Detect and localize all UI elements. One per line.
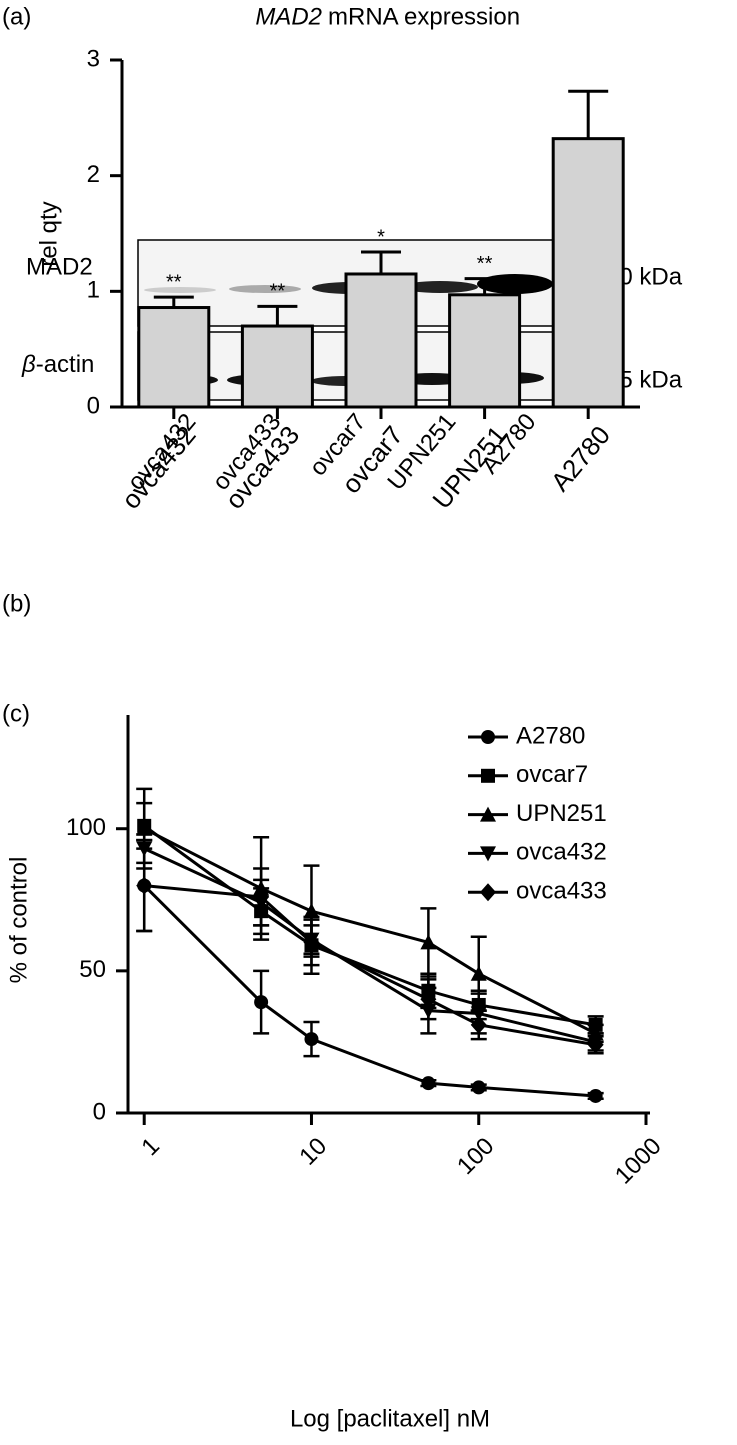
marker xyxy=(303,903,320,919)
panel-label: (c) xyxy=(2,700,30,727)
series-line xyxy=(144,884,596,1047)
legend-label: ovca432 xyxy=(516,839,607,866)
bar xyxy=(137,306,211,409)
marker xyxy=(304,1032,319,1047)
y-tick-label: 0 xyxy=(87,392,100,419)
legend-marker xyxy=(481,768,495,783)
y-tick-label: 0 xyxy=(93,1098,106,1125)
legend-marker xyxy=(480,883,496,902)
marker xyxy=(470,965,487,981)
marker xyxy=(420,990,437,1009)
x-tick-label: 10 xyxy=(294,1133,332,1171)
y-tick-label: 2 xyxy=(87,161,100,188)
marker xyxy=(136,820,153,836)
bar xyxy=(551,137,625,409)
marker xyxy=(253,887,270,906)
series-line xyxy=(143,884,596,1098)
band xyxy=(229,285,301,293)
x-tick-label: 1 xyxy=(136,1133,165,1162)
series-line xyxy=(143,827,597,1035)
marker xyxy=(420,934,437,950)
legend-label: UPN251 xyxy=(516,800,607,827)
row-label: β-actin xyxy=(21,351,94,378)
chart-title: mRNA expression xyxy=(328,3,520,30)
marker xyxy=(471,1080,486,1095)
panel-label: (a) xyxy=(2,3,31,30)
legend-label: ovcar7 xyxy=(516,761,588,788)
bar xyxy=(448,293,522,409)
marker xyxy=(470,1015,487,1034)
row-label: MAD2 xyxy=(26,253,93,280)
row-label: -actin xyxy=(36,351,95,378)
panel-label: (b) xyxy=(2,590,31,617)
legend-label: ovca433 xyxy=(516,878,607,905)
series-line xyxy=(143,824,596,1027)
bar xyxy=(344,272,418,409)
y-tick-label: 1 xyxy=(87,277,100,304)
y-tick-label: 50 xyxy=(79,956,106,983)
significance-label: ** xyxy=(166,271,182,293)
marker xyxy=(136,876,153,895)
row-prefix: β xyxy=(21,351,36,378)
bar xyxy=(240,324,314,409)
legend-label: A2780 xyxy=(516,722,585,749)
legend-marker xyxy=(480,846,496,862)
marker xyxy=(588,1088,603,1103)
marker xyxy=(303,933,320,952)
x-tick-label: A2780 xyxy=(545,420,616,497)
band xyxy=(144,287,216,293)
band xyxy=(477,274,553,294)
band xyxy=(402,281,478,293)
y-axis-label: % of control xyxy=(5,857,32,984)
x-tick-label: 1000 xyxy=(610,1133,667,1190)
x-tick-label: 100 xyxy=(452,1133,499,1180)
marker xyxy=(587,1035,604,1054)
y-tick-label: 3 xyxy=(87,45,100,72)
marker xyxy=(254,995,269,1010)
legend-marker xyxy=(481,730,495,744)
marker xyxy=(421,1076,436,1091)
y-axis-label: rel qty xyxy=(35,201,62,266)
x-axis-label: Log [paclitaxel] nM xyxy=(290,1405,490,1432)
y-tick-label: 100 xyxy=(66,814,106,841)
significance-label: ** xyxy=(270,281,286,303)
chart-title-gene: MAD2 xyxy=(255,3,322,30)
significance-label: * xyxy=(377,226,385,248)
legend-marker xyxy=(480,806,496,822)
significance-label: ** xyxy=(477,253,493,275)
